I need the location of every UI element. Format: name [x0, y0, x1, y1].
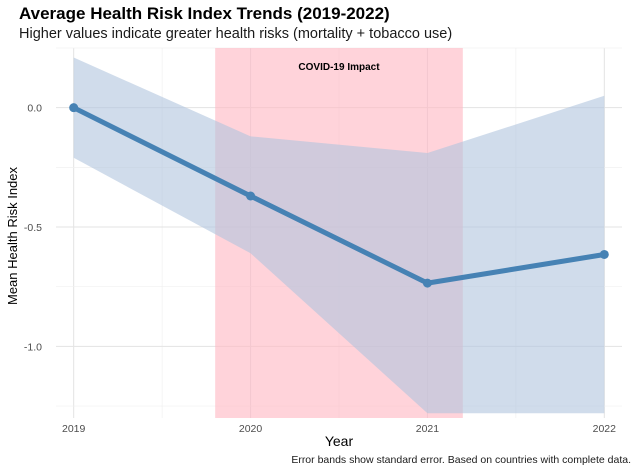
chart-caption: Error bands show standard error. Based o…: [291, 454, 631, 466]
series-line: [71, 105, 607, 286]
x-tick-label: 2021: [416, 423, 440, 435]
x-tick-label: 2020: [239, 423, 263, 435]
y-tick-label: -0.5: [24, 222, 42, 234]
y-tick-label: -1.0: [24, 341, 42, 353]
series-line-path: [71, 105, 607, 286]
data-point-2022: [599, 249, 609, 259]
x-tick-label: 2022: [593, 423, 617, 435]
x-axis-ticks: 2019 2020 2021 2022: [62, 423, 616, 435]
y-axis-ticks: 0.0 -0.5 -1.0: [24, 103, 42, 354]
chart-title: Average Health Risk Index Trends (2019-2…: [19, 4, 390, 23]
x-axis-label: Year: [325, 433, 354, 449]
data-point-2019: [69, 103, 79, 113]
error-band: [73, 57, 605, 414]
y-tick-label: 0.0: [27, 103, 42, 115]
chart-subtitle: Higher values indicate greater health ri…: [19, 26, 453, 42]
y-axis-label: Mean Health Risk Index: [5, 166, 20, 305]
data-point-2021: [422, 278, 432, 288]
data-point-2020: [246, 191, 256, 201]
series-points: [69, 103, 609, 288]
error-band-area: [73, 57, 605, 414]
covid-impact-label: COVID-19 Impact: [298, 62, 380, 73]
x-tick-label: 2019: [62, 423, 86, 435]
